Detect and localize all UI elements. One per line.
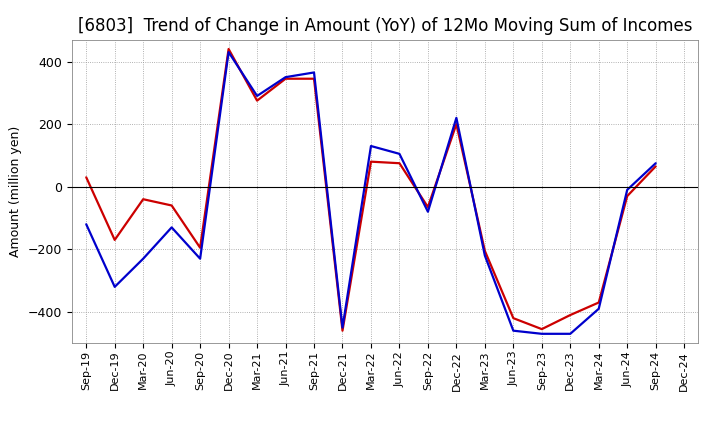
Net Income [395, 161, 404, 166]
Ordinary Income [395, 151, 404, 157]
Line: Net Income: Net Income [86, 49, 656, 331]
Ordinary Income [196, 256, 204, 261]
Net Income [282, 76, 290, 81]
Ordinary Income [366, 143, 375, 149]
Net Income [566, 312, 575, 318]
Net Income [652, 164, 660, 169]
Ordinary Income [82, 222, 91, 227]
Net Income [537, 326, 546, 332]
Ordinary Income [623, 187, 631, 192]
Title: [6803]  Trend of Change in Amount (YoY) of 12Mo Moving Sum of Incomes: [6803] Trend of Change in Amount (YoY) o… [78, 17, 693, 35]
Ordinary Income [566, 331, 575, 337]
Ordinary Income [225, 49, 233, 55]
Ordinary Income [338, 325, 347, 330]
Ordinary Income [652, 161, 660, 166]
Ordinary Income [310, 70, 318, 75]
Net Income [338, 328, 347, 334]
Net Income [366, 159, 375, 164]
Net Income [167, 203, 176, 208]
Net Income [310, 76, 318, 81]
Net Income [253, 98, 261, 103]
Ordinary Income [537, 331, 546, 337]
Net Income [196, 245, 204, 250]
Net Income [509, 315, 518, 321]
Ordinary Income [423, 209, 432, 214]
Ordinary Income [139, 256, 148, 261]
Net Income [139, 197, 148, 202]
Net Income [110, 237, 119, 242]
Ordinary Income [595, 306, 603, 312]
Line: Ordinary Income: Ordinary Income [86, 52, 656, 334]
Net Income [595, 300, 603, 305]
Y-axis label: Amount (million yen): Amount (million yen) [9, 126, 22, 257]
Ordinary Income [282, 74, 290, 80]
Net Income [623, 194, 631, 199]
Ordinary Income [480, 253, 489, 258]
Net Income [225, 46, 233, 51]
Ordinary Income [167, 225, 176, 230]
Net Income [480, 248, 489, 253]
Ordinary Income [509, 328, 518, 334]
Net Income [82, 175, 91, 180]
Ordinary Income [110, 284, 119, 290]
Net Income [452, 121, 461, 127]
Ordinary Income [452, 115, 461, 121]
Net Income [423, 205, 432, 210]
Ordinary Income [253, 93, 261, 99]
